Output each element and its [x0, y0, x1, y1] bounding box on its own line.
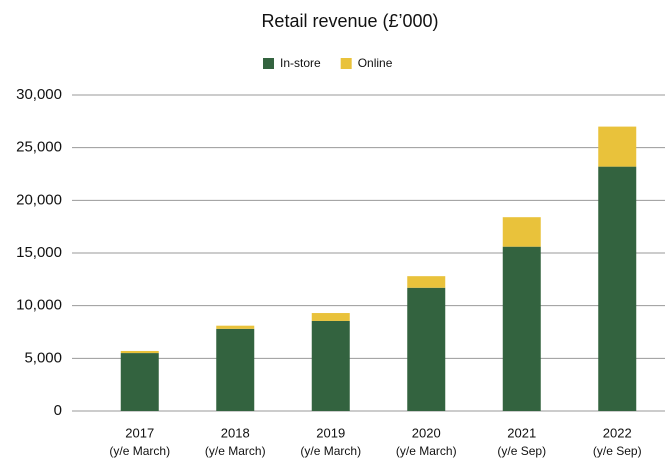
x-tick-label: (y/e March): [396, 444, 457, 458]
bar-segment: [598, 166, 637, 411]
bar-segment: [216, 328, 255, 411]
x-tick-label: 2020: [412, 425, 441, 440]
y-tick-label: 20,000: [16, 191, 62, 208]
y-tick-label: 30,000: [16, 86, 62, 103]
x-tick-label: 2022: [603, 425, 632, 440]
bar-segment: [120, 350, 159, 354]
legend-label: In-store: [280, 56, 321, 70]
legend-swatch: [340, 58, 352, 69]
x-tick-label: (y/e March): [205, 444, 266, 458]
x-tick-label: (y/e Sep): [593, 444, 642, 458]
legend-label: Online: [358, 56, 393, 70]
bar-segment: [216, 325, 255, 329]
bar-segment: [502, 246, 541, 411]
y-tick-label: 5,000: [24, 349, 62, 366]
bar-segment: [311, 313, 350, 321]
legend-swatch: [263, 58, 274, 69]
y-tick-label: 25,000: [16, 139, 62, 156]
chart-title: Retail revenue (£’000): [261, 11, 438, 31]
bar-segment: [120, 353, 159, 411]
x-tick-label: 2017: [125, 425, 154, 440]
x-tick-label: (y/e March): [109, 444, 170, 458]
y-tick-label: 0: [54, 402, 62, 419]
x-tick-label: (y/e Sep): [497, 444, 546, 458]
bar-segment: [502, 217, 541, 247]
x-tick-label: 2021: [507, 425, 536, 440]
x-tick-label: (y/e March): [300, 444, 361, 458]
x-tick-label: 2019: [316, 425, 345, 440]
bar-segment: [407, 276, 446, 288]
y-tick-label: 10,000: [16, 297, 62, 314]
bar-segment: [311, 320, 350, 411]
x-tick-label: 2018: [221, 425, 250, 440]
bar-segment: [407, 287, 446, 411]
y-tick-label: 15,000: [16, 244, 62, 261]
bar-segment: [598, 126, 637, 167]
